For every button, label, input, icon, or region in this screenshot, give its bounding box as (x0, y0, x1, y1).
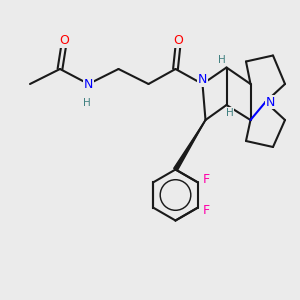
Text: F: F (202, 204, 209, 217)
Text: N: N (198, 73, 207, 86)
Text: H: H (226, 107, 233, 118)
Text: F: F (202, 173, 209, 186)
Text: O: O (60, 34, 69, 47)
Polygon shape (174, 120, 206, 171)
Text: N: N (84, 77, 93, 91)
Text: H: H (218, 55, 226, 65)
Text: H: H (83, 98, 91, 109)
Text: N: N (265, 95, 275, 109)
Text: O: O (174, 34, 183, 47)
